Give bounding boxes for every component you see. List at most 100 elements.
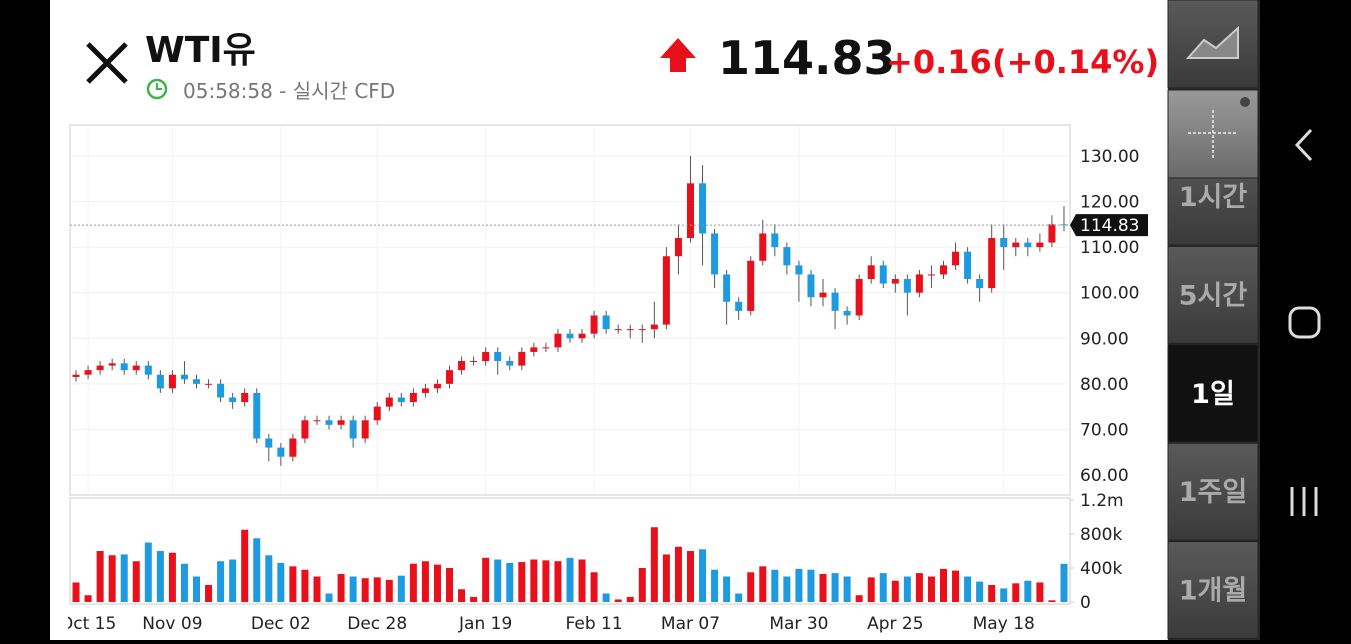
candle-body — [361, 420, 369, 439]
volume-bar — [241, 529, 249, 602]
volume-bar — [650, 527, 658, 602]
candle-body — [867, 265, 875, 280]
candle-body — [699, 183, 707, 234]
volume-bar — [807, 569, 815, 602]
volume-bar — [229, 559, 237, 602]
candle-body — [662, 256, 670, 325]
candle-body — [976, 279, 984, 289]
nav-recent[interactable] — [1290, 487, 1318, 516]
last-price-label: 114.83 — [1080, 216, 1139, 236]
volume-bar — [614, 599, 622, 602]
volume-bar — [397, 575, 405, 602]
interval-button[interactable] — [1167, 541, 1259, 640]
interval-button[interactable] — [1167, 442, 1259, 541]
y-tick-label: 80.00 — [1080, 375, 1129, 395]
volume-bar — [144, 542, 152, 602]
interval-label: 1개월 — [1179, 576, 1247, 607]
volume-bar — [409, 563, 417, 602]
candle-body — [120, 363, 128, 371]
candle-body — [578, 333, 586, 339]
volume-bar — [674, 546, 682, 602]
candle-body — [735, 301, 743, 311]
interval-button[interactable] — [1167, 245, 1259, 344]
candle-body — [301, 420, 309, 439]
candle-body — [409, 392, 417, 403]
candle-body — [325, 420, 333, 425]
candle-body — [807, 274, 815, 298]
candle-body — [1000, 238, 1008, 248]
candle-body — [180, 374, 188, 380]
volume-bar — [819, 573, 827, 602]
candle-body — [385, 397, 393, 407]
volume-bar — [855, 595, 863, 602]
chart-type-button[interactable] — [1167, 0, 1259, 89]
candle-body — [915, 274, 923, 293]
y-tick-label: 0 — [1080, 593, 1091, 613]
volume-bar — [108, 555, 116, 602]
nav-home[interactable] — [1288, 306, 1321, 339]
candle-body — [397, 397, 405, 403]
volume-bar — [759, 566, 767, 602]
candle-body — [1048, 224, 1056, 243]
volume-bar — [964, 576, 972, 602]
change: +0.16 — [886, 43, 992, 81]
volume-bar — [867, 577, 875, 602]
y-tick-label: 100.00 — [1080, 284, 1139, 304]
volume-bar — [1000, 588, 1008, 602]
y-tick-label: 800k — [1080, 525, 1122, 545]
candle-body — [952, 251, 960, 266]
candle-body — [795, 265, 803, 275]
x-tick-label: Mar 07 — [661, 614, 720, 634]
volume-bar — [686, 551, 694, 602]
volume-bar — [421, 561, 429, 602]
candle-body — [819, 292, 827, 298]
crosshair-icon — [1188, 110, 1238, 158]
close-icon[interactable] — [86, 42, 128, 84]
volume-bar — [132, 561, 140, 602]
volume-bar — [84, 595, 92, 602]
y-tick-label: 70.00 — [1080, 420, 1129, 440]
candle-body — [1012, 242, 1020, 248]
volume-bar — [578, 559, 586, 602]
volume-bar — [482, 557, 490, 602]
candle-body — [144, 365, 152, 375]
candle-body — [241, 392, 249, 403]
candle-body — [84, 370, 92, 375]
candle-body — [217, 383, 225, 398]
nav-back[interactable] — [1294, 128, 1313, 162]
volume-bar — [542, 560, 550, 602]
candle-body — [518, 351, 526, 366]
volume-bar — [96, 551, 104, 602]
volume-bar — [349, 576, 357, 602]
volume-bar — [879, 573, 887, 602]
y-tick-label: 110.00 — [1080, 238, 1139, 258]
interval-label: 1주일 — [1179, 477, 1247, 508]
y-tick-label: 120.00 — [1080, 193, 1139, 213]
volume-bar — [193, 576, 201, 602]
last-price-box — [1070, 214, 1148, 237]
volume-bar — [1060, 563, 1068, 602]
candle-body — [1024, 242, 1032, 248]
candle-body — [626, 329, 634, 331]
candle-body — [843, 310, 851, 316]
candle-body — [542, 347, 550, 349]
candle-body — [289, 438, 297, 457]
volume-bar — [638, 568, 646, 602]
candle-body — [156, 374, 164, 389]
volume-bar — [915, 573, 923, 602]
interval-label: 5시간 — [1179, 280, 1248, 311]
candle-body — [530, 347, 538, 352]
candle-body — [373, 406, 381, 421]
volume-bar — [554, 561, 562, 602]
volume-bar — [927, 576, 935, 602]
volume-bar — [530, 559, 538, 602]
candle-body — [554, 333, 562, 348]
clock-hand — [156, 83, 162, 90]
interval-button[interactable] — [1167, 344, 1259, 443]
volume-bar — [602, 593, 610, 602]
volume-bar — [783, 576, 791, 602]
x-tick-label: Mar 30 — [769, 614, 828, 634]
candle-body — [771, 233, 779, 248]
